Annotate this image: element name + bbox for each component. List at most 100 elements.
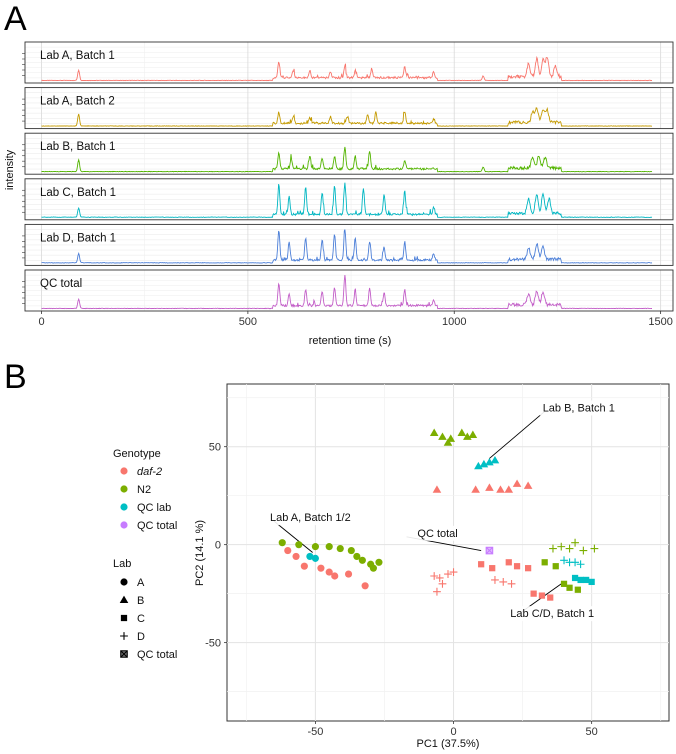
- panel-b-letter: B: [4, 358, 27, 396]
- pca-point: [429, 428, 439, 436]
- pca-point: [499, 577, 508, 586]
- chromatogram-trace: [41, 182, 653, 218]
- pca-y-axis-title: PC2 (14.1 %): [194, 520, 206, 586]
- chromatogram-trace: [41, 274, 652, 310]
- pca-axes: -50 0 50 -50 0 50: [205, 442, 598, 738]
- strip-frame: [24, 132, 674, 175]
- legend-genotype-key: [120, 485, 128, 493]
- chromatogram-trace: [41, 229, 653, 264]
- strip-frame: [24, 269, 674, 312]
- pca-point: [566, 584, 573, 591]
- pca-points: [278, 428, 599, 601]
- pca-y-tick-label: 0: [215, 540, 221, 552]
- pca-point: [361, 582, 369, 590]
- chromatogram-y-axis-title: intensity: [4, 149, 16, 190]
- pca-x-tick-label: -50: [307, 726, 323, 738]
- pca-point: [549, 544, 557, 553]
- pca-point: [485, 457, 494, 466]
- pca-point: [336, 545, 344, 553]
- pca-point: [577, 576, 584, 584]
- pca-point: [485, 546, 494, 555]
- annotation-label-bg: [266, 510, 370, 526]
- chromatogram-frames: [22, 41, 674, 312]
- legend-lab-label: D: [137, 631, 145, 643]
- strip-label: Lab A, Batch 2: [40, 96, 115, 108]
- chromatogram-panel: Lab A, Batch 1 Lab A, Batch 2 Lab B, Batch…: [4, 41, 674, 347]
- pca-point: [292, 552, 300, 560]
- pca-point: [571, 538, 579, 547]
- pca-point: [463, 432, 472, 440]
- strip-frame: [24, 41, 674, 84]
- pca-point: [588, 578, 595, 586]
- pca-point: [369, 564, 377, 572]
- pca-y-tick-label: -50: [205, 638, 221, 650]
- pca-point: [512, 479, 522, 487]
- strip-label: Lab C, Batch 1: [40, 187, 116, 199]
- legend-genotype-label: daf-2: [137, 466, 162, 478]
- pca-point: [449, 568, 458, 576]
- chromatogram-gridlines: [25, 42, 673, 311]
- pca-point: [446, 434, 456, 442]
- x-tick-label: 1000: [442, 316, 466, 328]
- annotation-label-bg: [539, 400, 631, 416]
- legend-genotype-label: QC total: [137, 520, 177, 532]
- pca-point: [485, 483, 494, 491]
- strip-label: Lab A, Batch 1: [40, 50, 115, 62]
- legend-lab-key: [120, 632, 128, 640]
- pca-point: [574, 586, 581, 593]
- legend-lab-key: [119, 595, 129, 604]
- legend-lab-key: [120, 614, 128, 622]
- annotation-leader-line: [273, 520, 313, 553]
- chromatogram-trace: [41, 106, 653, 127]
- legend-genotype-title: Genotype: [113, 448, 161, 460]
- pca-point: [295, 541, 303, 549]
- pca-point: [325, 568, 333, 576]
- pca-point: [504, 485, 514, 493]
- strip-label: Lab B, Batch 1: [40, 141, 115, 153]
- pca-point: [490, 455, 500, 464]
- chromatogram-traces: [41, 55, 653, 310]
- annotation-label-bg: [507, 606, 610, 622]
- pca-point: [523, 481, 533, 489]
- pca-point: [496, 485, 505, 493]
- pca-point: [438, 432, 447, 440]
- panel-a-letter: A: [4, 0, 27, 38]
- pca-point: [317, 564, 325, 572]
- pca-point: [530, 590, 537, 597]
- pca-point: [347, 546, 355, 555]
- pca-point: [547, 594, 554, 601]
- annotation-label: Lab A, Batch 1/2: [270, 512, 351, 524]
- pca-point: [306, 552, 314, 560]
- pca-point: [491, 576, 499, 584]
- legend-genotype-label: QC lab: [137, 502, 171, 514]
- pca-point: [344, 570, 353, 578]
- chromatogram-trace: [41, 146, 653, 173]
- pca-point: [325, 543, 333, 551]
- pca-point: [579, 546, 588, 555]
- chromatogram-strip-labels: Lab A, Batch 1 Lab A, Batch 2 Lab B, Batch…: [40, 50, 116, 290]
- pca-point: [457, 428, 467, 436]
- x-tick-label: 500: [239, 316, 257, 328]
- pca-point: [479, 459, 489, 468]
- pca-point: [430, 572, 439, 580]
- pca-point: [565, 544, 574, 553]
- pca-point: [278, 539, 286, 547]
- legend-genotype-key: [120, 503, 128, 511]
- chromatogram-x-axis: 0 500 1000 1500: [38, 311, 673, 328]
- legend-genotype-label: N2: [137, 484, 151, 496]
- pca-x-tick-label: 0: [450, 726, 456, 738]
- legend-lab-key: [120, 578, 128, 586]
- pca-point: [560, 580, 568, 587]
- pca-point: [571, 558, 579, 567]
- pca-point: [435, 574, 444, 582]
- pca-point: [590, 544, 599, 553]
- x-tick-label: 0: [38, 316, 44, 328]
- pca-point: [300, 562, 308, 570]
- pca-point: [438, 579, 447, 588]
- pca-point: [552, 563, 559, 570]
- pca-point: [375, 558, 383, 566]
- pca-point: [560, 556, 568, 565]
- pca-annotation-labels: Lab B, Batch 1 Lab A, Batch 1/2 QC total La…: [266, 400, 631, 622]
- pca-point: [474, 461, 483, 470]
- legend-lab-label: QC total: [137, 649, 177, 661]
